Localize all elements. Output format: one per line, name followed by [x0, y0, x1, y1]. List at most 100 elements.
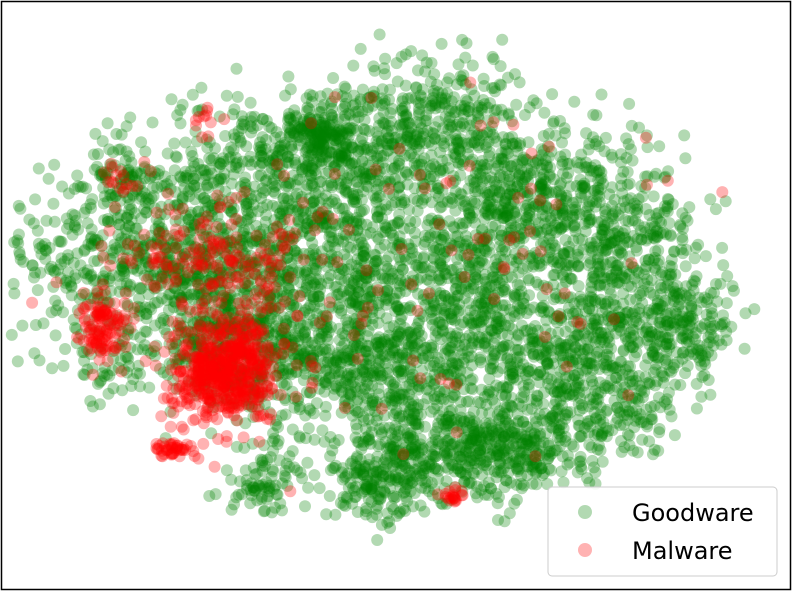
data-point-goodware — [203, 163, 216, 176]
data-point-goodware — [388, 449, 401, 462]
data-point-goodware — [284, 83, 297, 96]
data-point-goodware — [171, 319, 184, 332]
data-point-goodware — [449, 204, 462, 217]
data-point-goodware — [250, 189, 262, 202]
data-point-goodware — [241, 240, 254, 253]
data-point-goodware — [157, 227, 169, 240]
data-point-goodware — [255, 242, 268, 255]
data-point-goodware — [299, 304, 312, 317]
data-point-goodware — [371, 211, 384, 224]
data-point-goodware — [300, 278, 313, 291]
data-point-goodware — [73, 292, 86, 305]
data-point-goodware — [343, 283, 356, 296]
data-point-goodware — [220, 295, 233, 308]
data-point-goodware — [152, 225, 165, 237]
data-point-goodware — [486, 220, 499, 233]
data-point-goodware — [183, 190, 196, 203]
data-point-goodware — [87, 148, 100, 161]
data-point-goodware — [212, 274, 225, 287]
data-point-goodware — [363, 266, 376, 279]
data-point-goodware — [139, 196, 152, 209]
data-point-goodware — [394, 260, 406, 273]
data-point-goodware — [113, 342, 126, 355]
data-point-goodware — [402, 238, 415, 251]
data-point-goodware — [238, 287, 251, 300]
data-point-goodware — [328, 241, 341, 254]
data-point-goodware — [202, 239, 214, 252]
data-point-goodware — [176, 251, 189, 264]
data-point-goodware — [50, 304, 63, 317]
data-point-goodware — [279, 394, 292, 407]
data-point-goodware — [258, 330, 271, 343]
data-point-goodware — [291, 223, 303, 236]
data-point-goodware — [331, 351, 344, 364]
data-point-goodware — [155, 234, 168, 247]
data-point-goodware — [323, 230, 336, 243]
data-point-goodware — [35, 248, 48, 261]
data-point-goodware — [177, 320, 190, 333]
data-point-goodware — [197, 241, 209, 254]
data-point-goodware — [140, 325, 153, 338]
data-point-goodware — [257, 288, 270, 301]
data-point-goodware — [303, 247, 316, 260]
data-point-goodware — [412, 317, 425, 330]
data-point-goodware — [260, 114, 273, 127]
data-point-goodware — [316, 313, 329, 326]
data-point-goodware — [340, 186, 352, 199]
data-point-goodware — [646, 313, 659, 326]
data-point-goodware — [346, 277, 358, 290]
data-point-goodware — [133, 233, 146, 246]
data-point-goodware — [346, 295, 359, 308]
data-point-goodware — [40, 244, 53, 257]
data-point-goodware — [137, 242, 150, 255]
data-point-goodware — [303, 229, 316, 242]
data-point-goodware — [187, 156, 200, 169]
data-point-goodware — [347, 278, 360, 291]
data-point-goodware — [94, 340, 107, 353]
data-point-goodware — [88, 255, 101, 268]
data-point-goodware — [357, 245, 370, 258]
data-point-goodware — [306, 237, 319, 250]
data-point-goodware — [240, 204, 253, 217]
data-point-goodware — [160, 186, 173, 198]
data-point-goodware — [211, 336, 224, 349]
data-point-goodware — [86, 193, 99, 206]
data-point-goodware — [385, 388, 398, 401]
data-point-goodware — [163, 199, 176, 211]
data-point-goodware — [235, 362, 248, 375]
data-point-goodware — [425, 313, 438, 326]
data-point-goodware — [135, 282, 148, 295]
data-point-goodware — [483, 146, 496, 159]
data-point-goodware — [304, 272, 317, 285]
data-point-goodware — [197, 163, 210, 176]
data-point-goodware — [343, 230, 356, 243]
data-point-goodware — [442, 410, 455, 423]
data-point-goodware — [85, 237, 98, 250]
data-point-goodware — [138, 269, 151, 282]
data-point-goodware — [268, 265, 281, 277]
data-point-goodware — [123, 171, 136, 184]
data-point-goodware — [338, 337, 351, 350]
data-point-goodware — [96, 274, 109, 287]
data-point-goodware — [355, 218, 367, 230]
data-point-goodware — [335, 290, 348, 303]
data-point-goodware — [178, 248, 191, 261]
data-point-goodware — [409, 235, 422, 248]
data-point-goodware — [421, 273, 434, 286]
data-point-goodware — [308, 218, 321, 231]
data-point-goodware — [205, 154, 218, 167]
data-point-goodware — [29, 319, 42, 331]
data-point-goodware — [256, 268, 269, 281]
data-point-goodware — [291, 252, 303, 265]
data-point-goodware — [427, 251, 440, 264]
data-point-goodware — [207, 225, 220, 238]
data-point-goodware — [122, 352, 135, 365]
data-point-goodware — [159, 241, 172, 254]
data-point-goodware — [366, 285, 379, 298]
data-point-goodware — [252, 300, 265, 313]
data-point-goodware — [192, 255, 205, 267]
data-point-goodware — [228, 128, 241, 141]
data-point-goodware — [171, 268, 184, 281]
data-point-goodware — [313, 140, 326, 153]
